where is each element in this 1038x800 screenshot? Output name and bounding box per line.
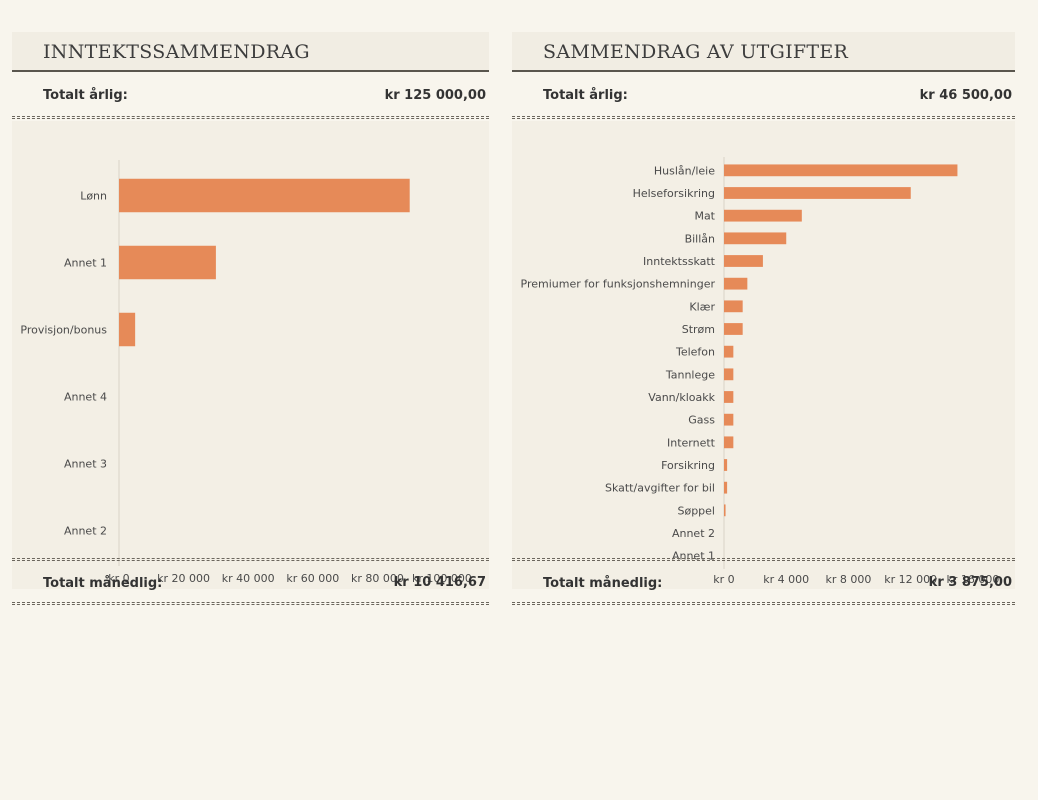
- income-title: INNTEKTSSAMMENDRAG: [43, 41, 310, 63]
- income-monthly-value: kr 10 416,67: [393, 575, 486, 590]
- income-tick-label: kr 60 000: [286, 572, 339, 585]
- expense-category-label: Billån: [685, 232, 715, 245]
- expense-bar: [724, 345, 734, 358]
- income-tick-label: kr 0: [108, 572, 129, 585]
- income-bar-chart: Lønn Annet 1 Provisjon/bonus Annet 4 Annet 3…: [20, 160, 472, 585]
- income-summary-panel: INNTEKTSSAMMENDRAG Totalt årlig: kr 125 …: [12, 32, 489, 608]
- expense-bar: [724, 391, 734, 403]
- expense-bar: [724, 413, 734, 426]
- income-category-label: Provisjon/bonus: [20, 324, 107, 337]
- income-title-bar: INNTEKTSSAMMENDRAG: [12, 32, 489, 72]
- income-monthly-divider-top: [12, 558, 489, 561]
- expense-category-label: Vann/kloakk: [648, 391, 715, 404]
- expense-bar: [724, 255, 763, 267]
- expense-tick-label: kr 12 000: [884, 573, 937, 586]
- income-category-label: Annet 1: [64, 257, 107, 270]
- expense-monthly-divider-bottom: [512, 602, 1015, 605]
- income-tick-label: kr 20 000: [157, 572, 210, 585]
- income-tick-label: kr 80 000: [351, 572, 404, 585]
- expense-bar: [724, 209, 802, 222]
- income-monthly-divider-bottom: [12, 602, 489, 605]
- income-category-label: Annet 3: [64, 458, 107, 471]
- expense-title: SAMMENDRAG AV UTGIFTER: [543, 41, 849, 63]
- income-annual-divider: [12, 116, 489, 119]
- expense-category-label: Premiumer for funksjonshemninger: [521, 278, 716, 291]
- expense-monthly-divider-top: [512, 558, 1015, 561]
- expense-annual-label: Totalt årlig:: [543, 88, 628, 103]
- expense-annual-value: kr 46 500,00: [919, 88, 1012, 103]
- income-monthly-label: Totalt månedlig:: [43, 576, 163, 591]
- expense-title-bar: SAMMENDRAG AV UTGIFTER: [512, 32, 1015, 72]
- expense-bar: [724, 323, 743, 335]
- expense-category-label: Tannlege: [665, 368, 715, 381]
- expense-category-label: Skatt/avgifter for bil: [605, 482, 715, 495]
- expense-bar: [724, 459, 728, 471]
- expense-category-label: Telefon: [675, 346, 715, 359]
- expense-category-label: Søppel: [677, 504, 715, 517]
- expense-bar: [724, 368, 734, 381]
- expense-bar: [724, 504, 726, 517]
- expense-category-label: Klær: [689, 300, 715, 313]
- expense-category-label: Strøm: [682, 323, 715, 336]
- expense-category-label: Inntektsskatt: [643, 255, 716, 268]
- expense-summary-panel: SAMMENDRAG AV UTGIFTER Totalt årlig: kr …: [512, 32, 1015, 608]
- expense-category-label: Helseforsikring: [633, 187, 715, 200]
- income-tick-label: kr 40 000: [222, 572, 275, 585]
- expense-bar-chart: Huslån/leie Helseforsikring Mat Billån Innte…: [521, 157, 1000, 586]
- expense-tick-label: kr 0: [713, 573, 734, 586]
- expense-tick-label: kr 8 000: [826, 573, 872, 586]
- expense-bar: [724, 481, 728, 494]
- expense-category-label: Gass: [688, 414, 715, 427]
- income-tick-label: kr 100 000: [412, 572, 472, 585]
- income-annual-label: Totalt årlig:: [43, 88, 128, 103]
- expense-bar: [724, 277, 748, 290]
- expense-category-label: Internett: [667, 436, 716, 449]
- income-category-label: Annet 4: [64, 391, 107, 404]
- expense-category-label: Annet 2: [672, 527, 715, 540]
- expense-monthly-label: Totalt månedlig:: [543, 576, 663, 591]
- expense-bar: [724, 164, 958, 177]
- income-annual-value: kr 125 000,00: [384, 88, 486, 103]
- expense-category-label: Mat: [694, 210, 715, 223]
- income-bar: [119, 245, 216, 280]
- income-chart-area: Lønn Annet 1 Provisjon/bonus Annet 4 Annet 3…: [12, 121, 489, 589]
- expense-chart-area: Huslån/leie Helseforsikring Mat Billån Innte…: [512, 121, 1015, 589]
- expense-category-label: Annet 1: [672, 550, 715, 563]
- expense-annual-divider: [512, 116, 1015, 119]
- expense-bar: [724, 187, 911, 199]
- income-bar: [119, 178, 410, 213]
- income-category-label: Lønn: [80, 190, 107, 203]
- expense-bar: [724, 436, 734, 449]
- income-bar: [119, 312, 136, 347]
- expense-tick-label: kr 4 000: [763, 573, 809, 586]
- expense-bar: [724, 232, 787, 245]
- expense-monthly-value: kr 3 875,00: [928, 575, 1012, 590]
- expense-category-label: Forsikring: [661, 459, 715, 472]
- expense-category-label: Huslån/leie: [654, 164, 715, 177]
- expense-tick-label: kr 16 000: [947, 573, 1000, 586]
- expense-bar: [724, 300, 743, 313]
- income-category-label: Annet 2: [64, 525, 107, 538]
